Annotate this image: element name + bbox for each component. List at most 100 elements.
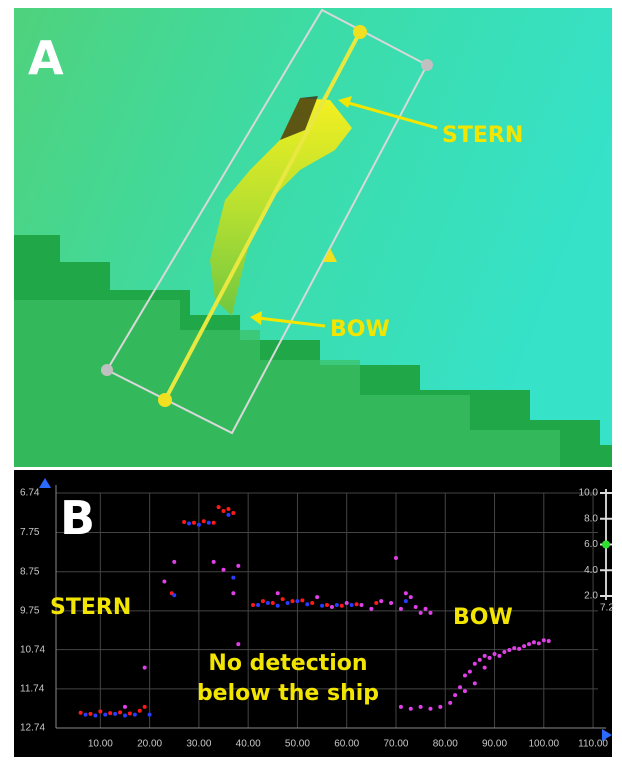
point [488,656,492,660]
point [532,640,536,644]
annotation: below the ship [197,681,379,706]
point [340,604,344,608]
point [374,601,378,605]
x-tick-label: 90.00 [482,739,507,750]
point [305,602,309,606]
profile-end [353,25,367,39]
point [335,603,339,607]
side-scale-readout: 7.2 [600,603,614,614]
point [359,603,363,607]
x-tick-label: 80.00 [433,739,458,750]
point [463,689,467,693]
box-corner [101,364,113,376]
panel-label: A [28,31,64,85]
point [187,522,191,526]
point [517,647,521,651]
side-scale-label: 2.0 [584,591,598,602]
point [394,556,398,560]
x-tick-label: 10.00 [88,739,113,750]
bow-label: BOW [330,317,390,342]
point [231,591,235,595]
point [182,520,186,524]
point [138,709,142,713]
point [522,644,526,648]
point [512,646,516,650]
annotation: STERN [50,595,131,620]
point [207,521,211,525]
point [478,658,482,662]
point [123,713,127,717]
point [404,599,408,603]
y-tick-label: 9.75 [20,606,40,617]
point [369,607,373,611]
point [148,713,152,717]
point [463,674,467,678]
point [409,707,413,711]
point [419,611,423,615]
point [473,662,477,666]
point [143,705,147,709]
x-tick-label: 30.00 [186,739,211,750]
point [419,705,423,709]
point [438,705,442,709]
point [320,604,324,608]
point [79,711,83,715]
point [162,580,166,584]
point [330,605,334,609]
point [291,599,295,603]
point [315,595,319,599]
point [276,591,280,595]
x-tick-label: 70.00 [383,739,408,750]
point [212,521,216,525]
point [473,681,477,685]
point [236,564,240,568]
point [409,595,413,599]
point [399,607,403,611]
point [483,666,487,670]
point [428,707,432,711]
x-tick-label: 60.00 [334,739,359,750]
point [113,712,117,716]
figure: A STERN BOW 6.747.758.759.7510.7411.7412… [0,0,622,764]
stern-label: STERN [442,123,523,148]
y-tick-label: 11.74 [20,683,45,694]
point [236,642,240,646]
side-scale-label: 6.0 [584,539,598,550]
side-scale-label: 10.0 [579,488,599,499]
point [222,509,226,513]
point [453,693,457,697]
point [542,638,546,642]
point [103,713,107,717]
point [399,705,403,709]
point [266,601,270,605]
point [497,654,501,658]
x-tick-label: 110.00 [578,739,608,750]
x-tick-label: 40.00 [236,739,261,750]
point [118,710,122,714]
point [271,601,275,605]
point [276,604,280,608]
point [428,611,432,615]
point [448,701,452,705]
point [355,602,359,606]
panel-a: A STERN BOW [14,8,612,467]
point [350,603,354,607]
y-tick-label: 10.74 [20,644,45,655]
point [424,607,428,611]
annotation: BOW [453,605,513,630]
point [222,568,226,572]
point [128,712,132,716]
point [202,519,206,523]
point [172,593,176,597]
point [404,591,408,595]
point [310,601,314,605]
point [231,511,235,515]
point [493,652,497,656]
y-tick-label: 6.74 [20,488,40,499]
point [98,710,102,714]
panel-label: B [60,491,95,545]
box-corner [421,59,433,71]
point [537,641,541,645]
point [108,711,112,715]
point [527,642,531,646]
